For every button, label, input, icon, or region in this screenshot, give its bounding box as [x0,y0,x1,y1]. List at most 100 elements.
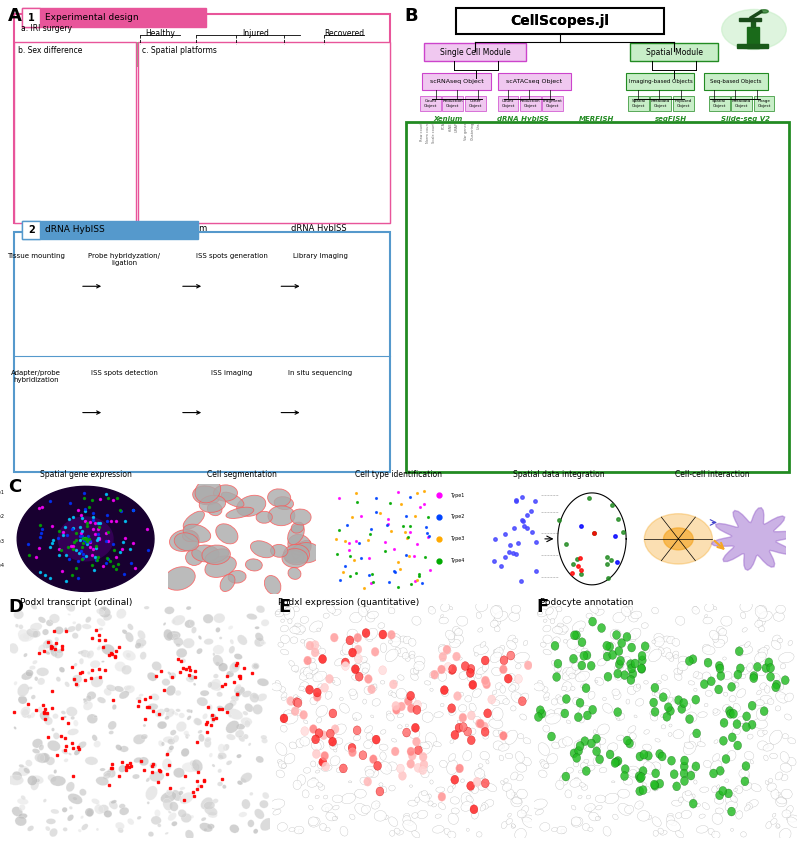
Ellipse shape [9,643,18,653]
Text: Reduction
Object: Reduction Object [520,99,541,108]
Ellipse shape [181,658,186,663]
Ellipse shape [289,742,297,749]
Ellipse shape [461,792,472,806]
Ellipse shape [450,639,461,647]
Ellipse shape [646,347,650,358]
Ellipse shape [513,638,518,643]
Ellipse shape [696,804,701,807]
Ellipse shape [557,670,561,672]
Point [66,521,79,535]
Bar [751,19,755,27]
Ellipse shape [293,606,299,612]
Ellipse shape [613,612,626,623]
Ellipse shape [119,746,129,752]
Ellipse shape [354,656,361,660]
Ellipse shape [625,805,634,813]
Ellipse shape [391,692,397,697]
Ellipse shape [355,672,363,681]
Ellipse shape [17,798,29,805]
Ellipse shape [56,649,63,653]
Ellipse shape [700,679,708,689]
Ellipse shape [505,754,513,759]
Circle shape [663,528,693,550]
Ellipse shape [309,817,318,826]
Ellipse shape [230,824,239,833]
Ellipse shape [478,627,483,632]
Ellipse shape [581,737,589,746]
Ellipse shape [723,692,728,696]
Ellipse shape [214,613,225,623]
Ellipse shape [175,690,181,695]
Polygon shape [563,140,628,300]
Ellipse shape [565,790,572,798]
Ellipse shape [167,738,175,744]
Ellipse shape [673,360,678,371]
Ellipse shape [456,764,463,773]
Ellipse shape [458,705,466,712]
Ellipse shape [638,347,643,358]
Ellipse shape [780,752,789,762]
Ellipse shape [640,750,648,759]
Ellipse shape [625,606,633,612]
Ellipse shape [354,663,361,669]
Ellipse shape [262,792,269,799]
Ellipse shape [218,754,223,759]
Ellipse shape [651,781,659,790]
Ellipse shape [634,801,643,809]
Ellipse shape [280,635,290,643]
Ellipse shape [28,109,64,195]
Point [66,522,78,536]
Ellipse shape [342,658,350,667]
Ellipse shape [297,775,306,785]
Ellipse shape [638,663,646,673]
Ellipse shape [614,707,622,717]
Ellipse shape [656,749,664,759]
Ellipse shape [62,749,68,754]
Ellipse shape [150,694,159,701]
Ellipse shape [163,622,166,626]
Ellipse shape [662,647,670,657]
Ellipse shape [698,742,706,747]
Ellipse shape [322,765,332,771]
Ellipse shape [627,661,630,663]
Ellipse shape [376,787,384,796]
Ellipse shape [716,791,723,800]
Ellipse shape [598,624,606,632]
Ellipse shape [535,809,543,815]
Ellipse shape [448,754,456,761]
Ellipse shape [618,638,626,647]
Ellipse shape [32,660,38,664]
Ellipse shape [670,354,674,365]
Ellipse shape [182,762,198,772]
Ellipse shape [626,739,634,748]
Point [80,520,93,533]
Ellipse shape [776,676,780,679]
Ellipse shape [698,711,707,717]
Ellipse shape [588,807,592,813]
Point [106,537,119,551]
Ellipse shape [642,355,647,366]
Ellipse shape [92,734,98,741]
Ellipse shape [735,647,743,656]
Ellipse shape [172,615,185,626]
Ellipse shape [659,689,670,699]
Ellipse shape [737,689,746,697]
Ellipse shape [166,709,174,717]
Ellipse shape [224,703,234,711]
Ellipse shape [673,696,680,703]
Ellipse shape [136,696,142,701]
Ellipse shape [672,638,680,646]
Ellipse shape [375,803,379,807]
Ellipse shape [262,738,268,743]
Text: tSNE: tSNE [449,122,453,131]
Text: scRNAseq Object: scRNAseq Object [430,79,484,84]
Text: dRNA HyblSS: dRNA HyblSS [45,226,105,234]
Ellipse shape [109,801,118,809]
Ellipse shape [482,656,489,665]
Ellipse shape [302,790,309,798]
Ellipse shape [648,815,652,819]
Ellipse shape [646,418,652,429]
Ellipse shape [54,770,57,774]
Ellipse shape [186,550,203,566]
Polygon shape [506,174,539,259]
